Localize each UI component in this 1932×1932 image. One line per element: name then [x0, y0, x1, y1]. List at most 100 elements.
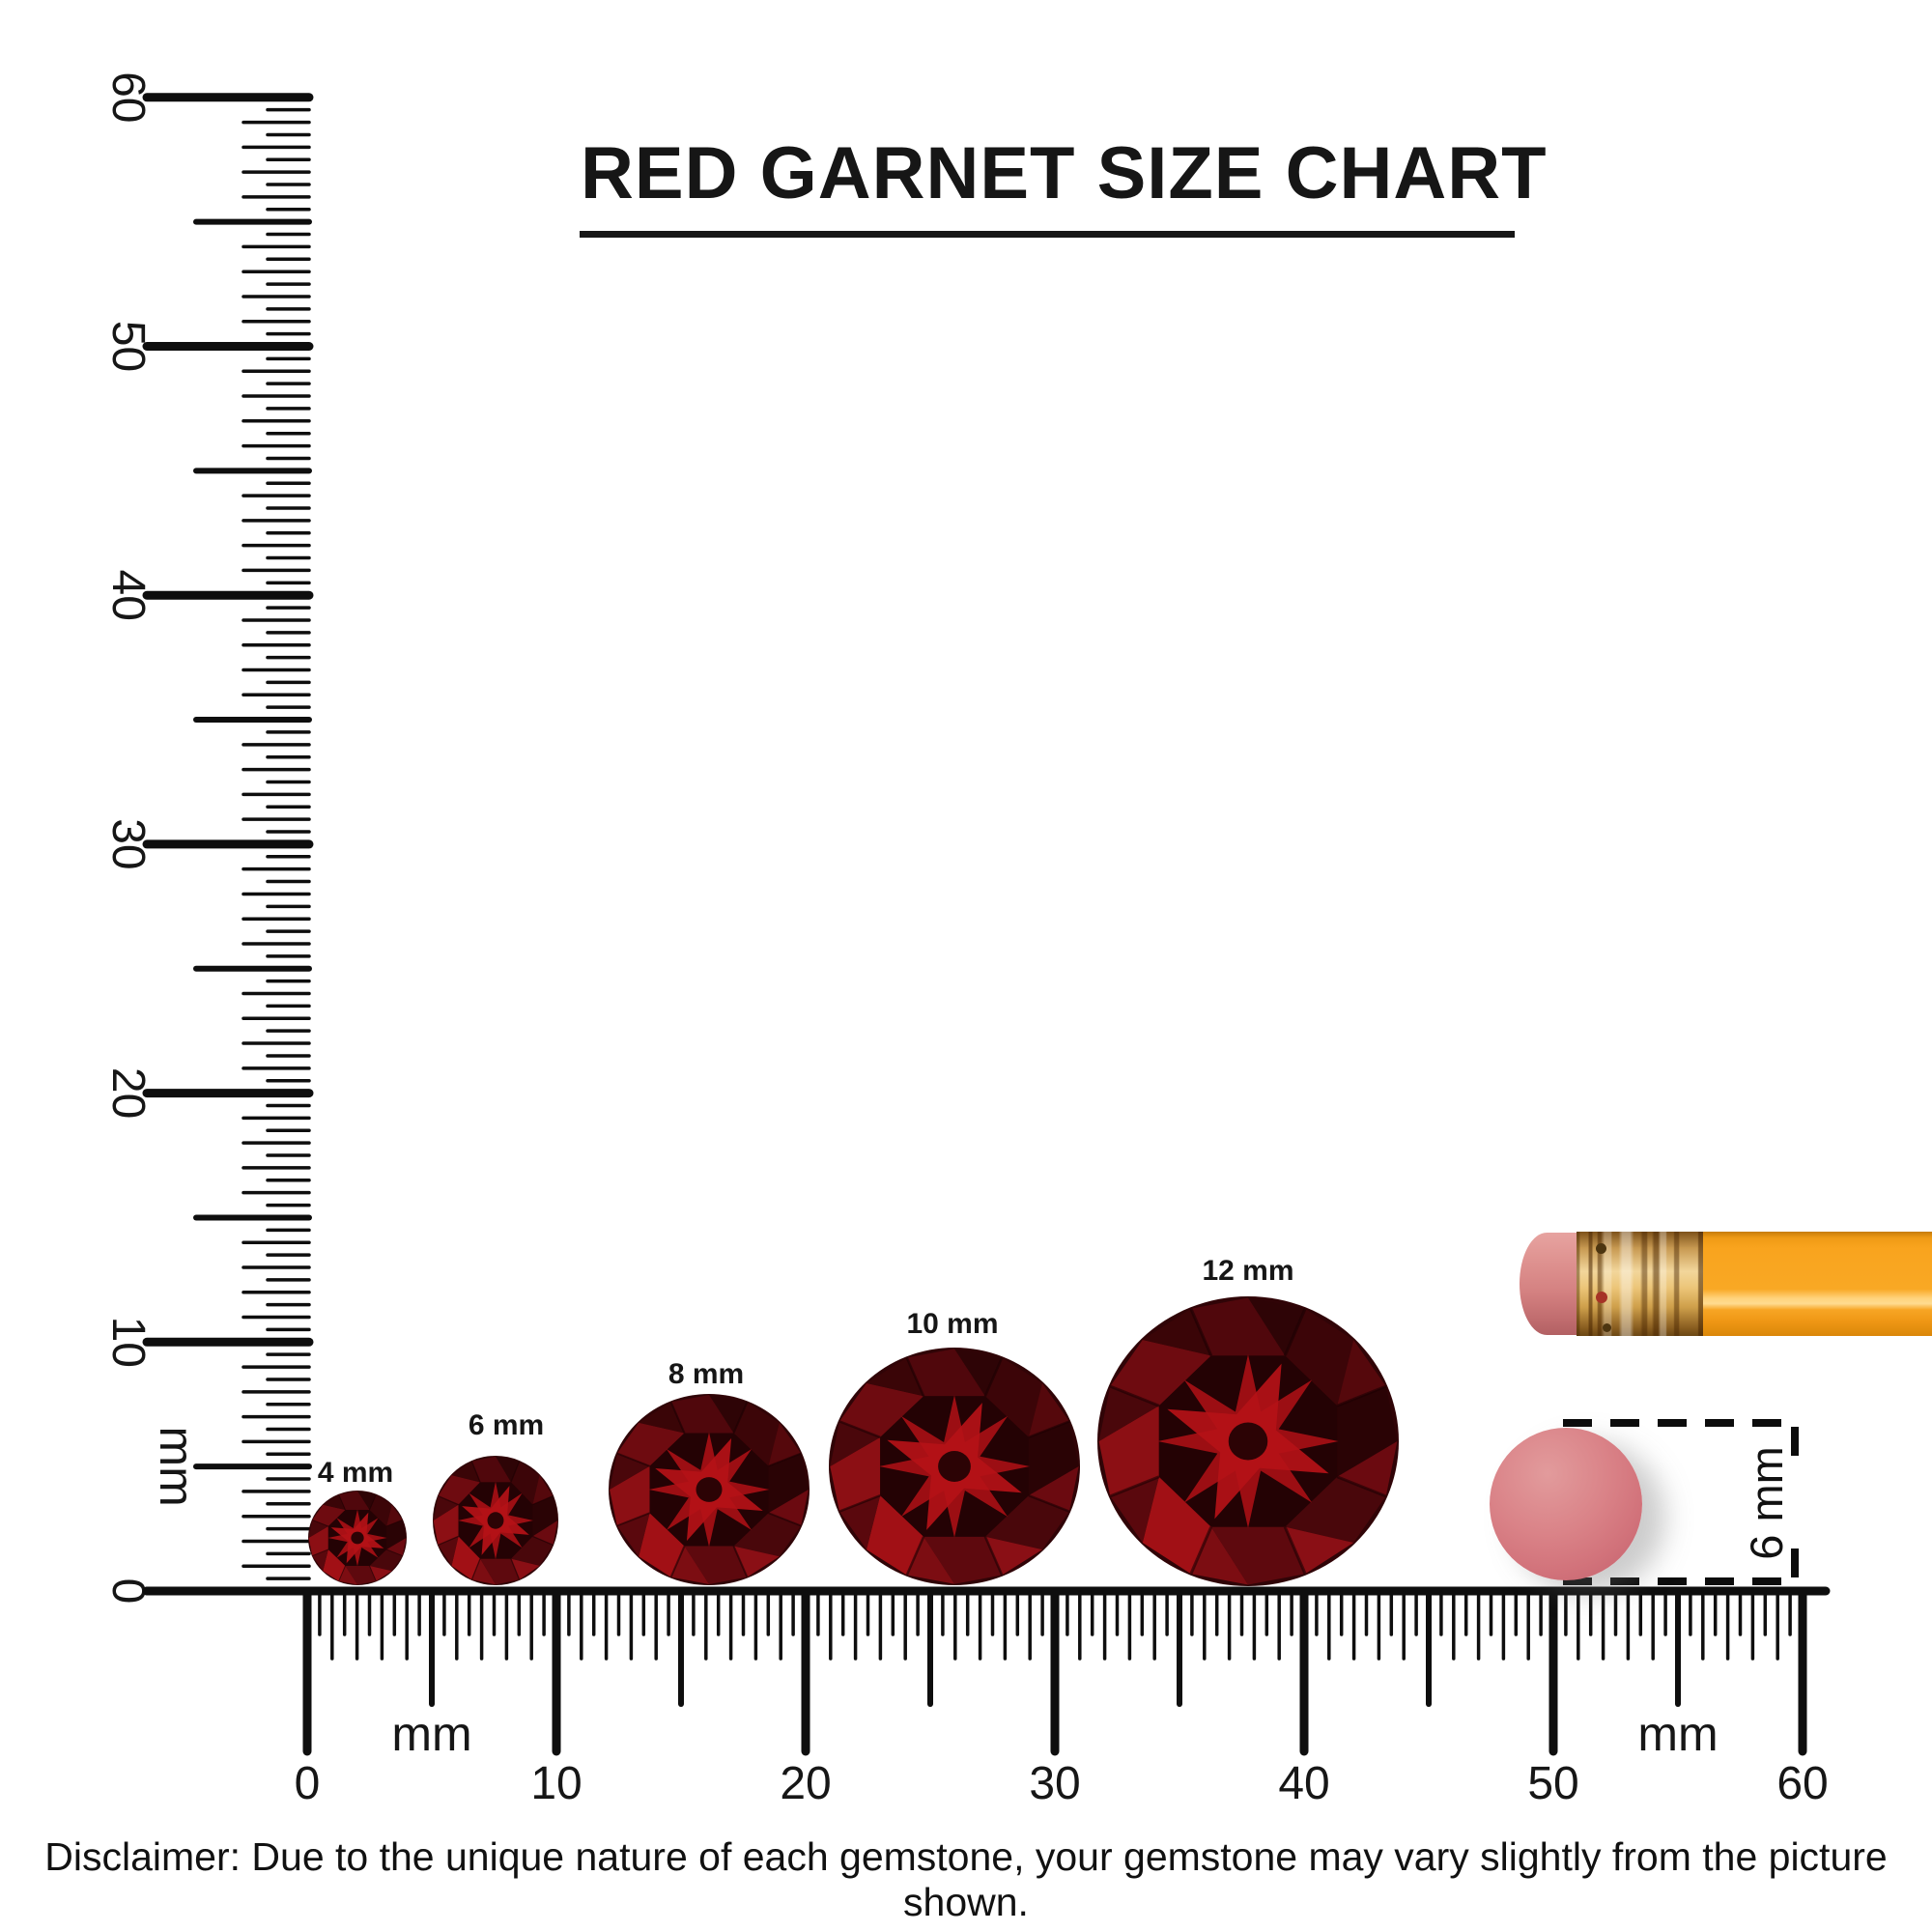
gem-facet-line: [532, 1494, 554, 1506]
title-underline: [580, 231, 1515, 238]
gem-core: [696, 1477, 723, 1502]
gem-facet: [1110, 1340, 1211, 1406]
pencil: [1520, 1232, 1932, 1336]
gem-facet: [768, 1453, 809, 1514]
gem-core: [1228, 1422, 1268, 1461]
gem-facet: [345, 1565, 377, 1585]
gem-facet-line: [1109, 1475, 1160, 1498]
gem-facet-line: [669, 1402, 686, 1434]
gem-facet: [451, 1536, 481, 1580]
gem-facet: [369, 1549, 403, 1572]
gem-facet: [616, 1422, 685, 1466]
gem-facet: [733, 1513, 802, 1557]
gem-size-label: 10 mm: [906, 1308, 998, 1340]
gem-facet: [1285, 1476, 1386, 1543]
gem-size-label: 12 mm: [1202, 1255, 1293, 1287]
gem-facet-line: [438, 1535, 459, 1547]
gem-facet: [308, 1525, 328, 1556]
gem-facet: [433, 1504, 459, 1546]
gem-12mm: [1097, 1296, 1399, 1586]
gem-facet: [1142, 1476, 1211, 1575]
gem-facet: [1028, 1382, 1069, 1437]
gem-core: [487, 1512, 504, 1529]
gem-facet-line: [905, 1356, 925, 1397]
v-ruler-number: 30: [102, 818, 154, 869]
gem-facet: [438, 1536, 459, 1566]
gem-facet-line: [838, 1493, 881, 1513]
gem-facet: [1337, 1386, 1398, 1477]
ferrule-crimp-dot: [1603, 1323, 1611, 1332]
gem-facet: [510, 1558, 540, 1580]
page-title: RED GARNET SIZE CHART: [581, 132, 1548, 214]
gem-facet-line: [438, 1494, 459, 1506]
gem-facet: [438, 1475, 481, 1505]
gem-facet: [984, 1536, 1042, 1576]
gem-10mm: [829, 1348, 1080, 1585]
gem-facet: [984, 1357, 1042, 1437]
gem-facet-line: [1283, 1526, 1307, 1575]
gem-facet-line: [768, 1512, 802, 1527]
gem-facet: [312, 1504, 346, 1526]
v-ruler-number: 20: [102, 1067, 154, 1119]
gem-facet-line: [312, 1519, 329, 1527]
gem-facet: [1337, 1340, 1386, 1406]
h-ruler-number: 60: [1776, 1758, 1828, 1809]
gem-facet: [480, 1558, 520, 1585]
gem-facet: [1110, 1476, 1159, 1543]
gem-facet: [386, 1520, 407, 1550]
gem-facet-line: [385, 1519, 403, 1527]
gem-facet-line: [1283, 1308, 1307, 1356]
gem-facet: [616, 1513, 650, 1557]
gem-facet: [906, 1349, 985, 1397]
gem-facet: [386, 1504, 403, 1526]
gem-facet-line: [338, 1493, 346, 1511]
gem-size-label: 4 mm: [318, 1457, 393, 1489]
gem-facet-line: [768, 1452, 802, 1467]
gem-facet-line: [905, 1536, 925, 1577]
gem-core: [938, 1451, 971, 1482]
gem-facet: [1190, 1297, 1286, 1356]
gem-facet: [1285, 1308, 1354, 1406]
v-ruler-unit: mm: [150, 1426, 204, 1506]
h-ruler-number: 50: [1527, 1758, 1578, 1809]
gem-facet-line: [470, 1558, 481, 1580]
eraser-size-label: 6 mm: [1741, 1446, 1792, 1560]
gem-facet: [867, 1357, 924, 1397]
gem-facet-line: [369, 1493, 377, 1511]
h-ruler-unit: mm: [391, 1707, 471, 1761]
gem-facet-line: [838, 1420, 881, 1439]
gem-facet: [610, 1465, 650, 1526]
gem-core: [351, 1531, 364, 1545]
gem-facet: [532, 1495, 558, 1537]
gem-size-label: 8 mm: [668, 1358, 744, 1390]
gem-facet: [839, 1495, 881, 1550]
horizontal-ruler: 0 10 20 30 40 50 60 mm mm: [142, 1586, 1831, 1809]
gem-facet: [639, 1513, 685, 1577]
h-ruler-number: 20: [780, 1758, 831, 1809]
gem-facet-line: [1028, 1420, 1070, 1439]
gem-size-label: 6 mm: [469, 1409, 544, 1441]
gem-facet-line: [616, 1512, 650, 1527]
v-ruler-number: 50: [102, 321, 154, 372]
gem-facet: [471, 1456, 511, 1483]
gem-facet-line: [732, 1546, 749, 1577]
gem-facet-line: [732, 1402, 749, 1434]
gem-facet-line: [338, 1565, 346, 1582]
gem-facet: [984, 1495, 1069, 1550]
gem-facet-line: [983, 1356, 1004, 1397]
gem-facet: [867, 1495, 924, 1576]
gem-facet: [510, 1461, 540, 1505]
gem-facet: [510, 1536, 554, 1566]
gem-facet-line: [983, 1536, 1004, 1577]
garnet-gems: 4 mm 6 mm 8 mm 10 mm 12 mm: [308, 1255, 1399, 1586]
pencil-eraser: [1520, 1233, 1581, 1335]
v-ruler-number: 40: [102, 570, 154, 621]
ferrule-crimp-dot: [1596, 1243, 1606, 1254]
gem-4mm: [308, 1491, 407, 1585]
gem-facet-line: [1336, 1384, 1387, 1407]
h-ruler-unit: mm: [1637, 1707, 1718, 1761]
gem-facet: [369, 1494, 392, 1526]
gem-facet-line: [510, 1558, 521, 1580]
gem-facet-line: [510, 1461, 521, 1483]
